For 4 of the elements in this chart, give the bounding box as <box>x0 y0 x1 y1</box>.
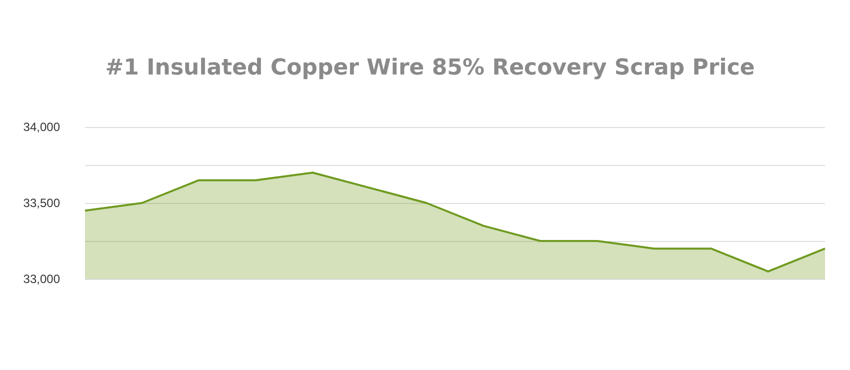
y-tick-label: 33,500 <box>23 196 60 210</box>
y-tick-label: 34,000 <box>23 120 60 134</box>
chart-title: #1 Insulated Copper Wire 85% Recovery Scrap Price <box>105 56 755 80</box>
y-tick-label: 33,000 <box>23 272 60 286</box>
